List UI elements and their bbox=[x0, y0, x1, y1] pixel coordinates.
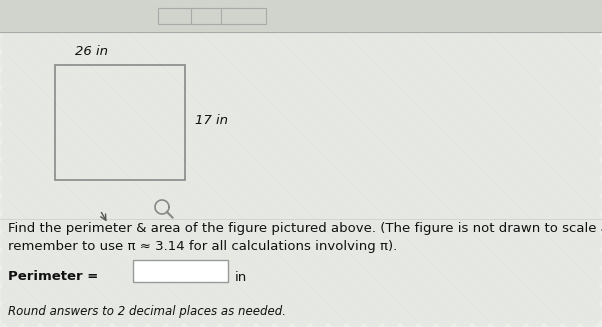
Bar bbox=[133, 260, 228, 282]
Bar bbox=[222, 8, 266, 24]
Text: 26 in: 26 in bbox=[75, 45, 108, 58]
Text: Round answers to 2 decimal places as needed.: Round answers to 2 decimal places as nee… bbox=[8, 305, 286, 318]
Text: Find the perimeter & area of the figure pictured above. (The figure is not drawn: Find the perimeter & area of the figure … bbox=[8, 222, 602, 235]
Text: in: in bbox=[235, 271, 247, 284]
Text: 17 in: 17 in bbox=[195, 113, 228, 127]
Bar bbox=[191, 8, 236, 24]
Bar bbox=[158, 8, 203, 24]
Text: remember to use π ≈ 3.14 for all calculations involving π).: remember to use π ≈ 3.14 for all calcula… bbox=[8, 240, 397, 253]
Text: Perimeter =: Perimeter = bbox=[8, 270, 98, 283]
Bar bbox=[55, 65, 185, 180]
